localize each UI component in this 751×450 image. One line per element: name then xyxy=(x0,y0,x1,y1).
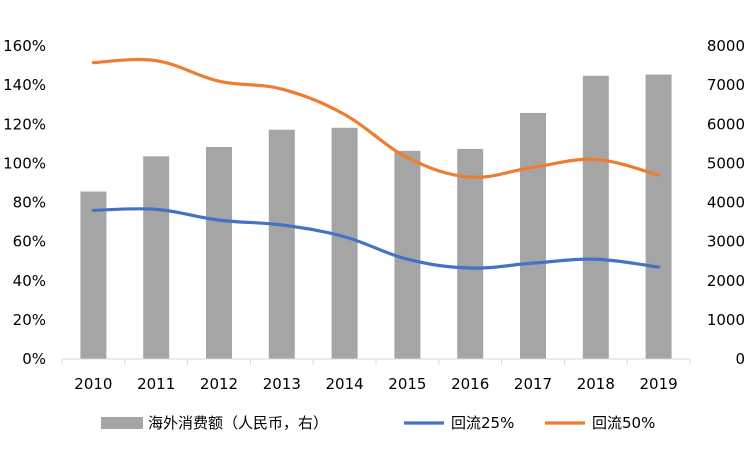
right-y-tick-label: 1000 xyxy=(707,311,745,329)
legend-label: 海外消费额（人民币，右） xyxy=(148,414,328,432)
bar-2012 xyxy=(206,146,232,359)
right-y-tick-label: 6000 xyxy=(707,115,745,133)
legend-swatch xyxy=(101,417,143,429)
left-y-tick-label: 120% xyxy=(3,115,46,133)
legend: 海外消费额（人民币，右） 回流25% 回流50% xyxy=(101,414,655,432)
right-y-tick-label: 4000 xyxy=(707,194,745,212)
legend-label: 回流25% xyxy=(451,414,514,432)
right-y-tick-label: 8000 xyxy=(707,37,745,55)
x-tick-label: 2015 xyxy=(388,375,426,393)
x-tick-label: 2012 xyxy=(200,375,238,393)
bar-2014 xyxy=(331,127,358,360)
left-y-tick-label: 60% xyxy=(13,233,46,251)
left-y-tick-label: 160% xyxy=(3,37,46,55)
bar-2017 xyxy=(520,112,546,359)
bar-series xyxy=(80,74,672,360)
left-y-tick-label: 140% xyxy=(3,76,46,94)
right-y-tick-label: 3000 xyxy=(707,233,745,251)
left-y-axis: 0% 20% 40% 60% 80% 100% 120% 140% 160% xyxy=(3,37,46,368)
left-y-tick-label: 0% xyxy=(22,350,46,368)
left-y-tick-label: 80% xyxy=(13,194,46,212)
bar-2011 xyxy=(143,156,170,359)
x-tick-label: 2013 xyxy=(263,375,301,393)
right-y-tick-label: 5000 xyxy=(707,154,745,172)
right-y-axis: 0 1000 2000 3000 4000 5000 6000 7000 8000 xyxy=(707,37,745,368)
bar-2019 xyxy=(645,74,672,359)
line-1 xyxy=(91,207,661,270)
line-series xyxy=(91,57,661,270)
right-y-tick-label: 7000 xyxy=(707,76,745,94)
legend-item-3: 回流50% xyxy=(545,414,655,432)
left-y-tick-label: 40% xyxy=(13,272,46,290)
bar-2010 xyxy=(80,191,107,359)
x-tick-label: 2014 xyxy=(326,375,364,393)
x-tick-label: 2011 xyxy=(137,375,175,393)
bar-2018 xyxy=(582,75,609,360)
bar-2016 xyxy=(457,148,484,359)
right-y-tick-label: 2000 xyxy=(707,272,745,290)
x-tick-label: 2018 xyxy=(577,375,615,393)
line-2 xyxy=(91,57,661,179)
left-y-tick-label: 100% xyxy=(3,154,46,172)
legend-item-2: 回流25% xyxy=(404,414,514,432)
bar-2015 xyxy=(394,150,421,359)
legend-label: 回流50% xyxy=(592,414,655,432)
bar-2013 xyxy=(268,129,295,359)
x-axis: 2010 2011 2012 2013 2014 2015 2016 2017 2018 2019 xyxy=(61,359,691,393)
left-y-tick-label: 20% xyxy=(13,311,46,329)
x-tick-label: 2010 xyxy=(74,375,112,393)
legend-item-1: 海外消费额（人民币，右） xyxy=(101,414,328,432)
x-tick-label: 2019 xyxy=(640,375,678,393)
x-tick-label: 2016 xyxy=(451,375,489,393)
right-y-tick-label: 0 xyxy=(735,350,745,368)
x-tick-label: 2017 xyxy=(514,375,552,393)
